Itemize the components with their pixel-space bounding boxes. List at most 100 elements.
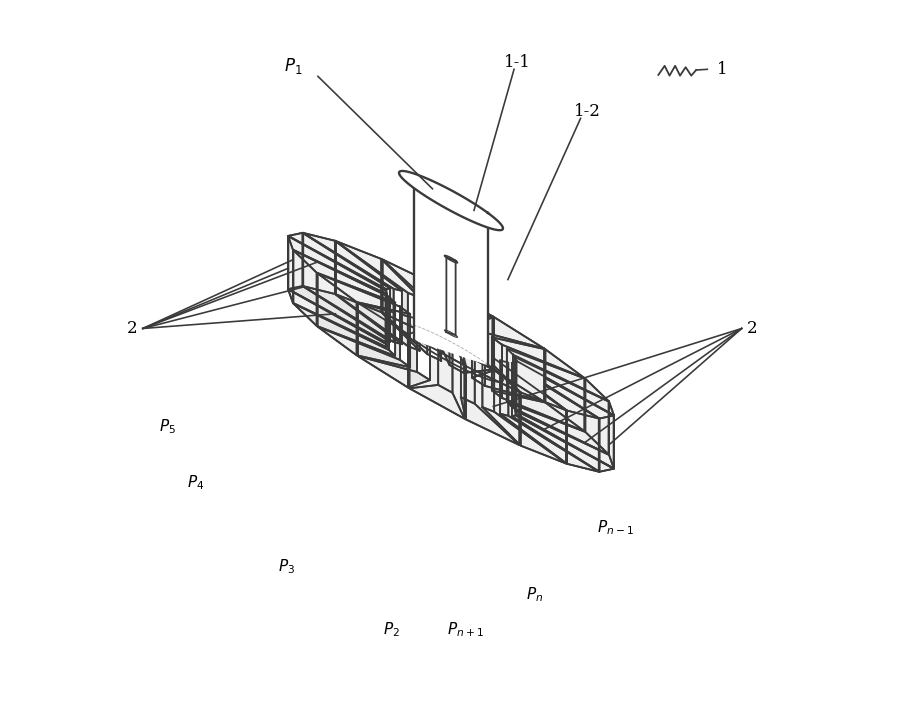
Polygon shape (382, 259, 419, 351)
Polygon shape (437, 286, 492, 369)
Polygon shape (289, 236, 386, 342)
Polygon shape (600, 416, 613, 472)
Polygon shape (293, 250, 387, 347)
Polygon shape (293, 304, 395, 356)
Polygon shape (358, 303, 430, 334)
Polygon shape (382, 260, 428, 354)
Polygon shape (335, 241, 402, 344)
Polygon shape (515, 357, 614, 415)
Polygon shape (382, 260, 436, 338)
Polygon shape (509, 363, 599, 472)
Polygon shape (483, 354, 494, 412)
Polygon shape (507, 349, 609, 401)
Polygon shape (289, 233, 302, 289)
Polygon shape (293, 250, 395, 303)
Polygon shape (492, 337, 502, 398)
Polygon shape (293, 250, 389, 350)
Polygon shape (494, 359, 566, 464)
Text: $P_{n-1}$: $P_{n-1}$ (597, 519, 634, 537)
Text: $P_1$: $P_1$ (284, 56, 302, 76)
Text: $P_3$: $P_3$ (278, 557, 295, 576)
Text: 1: 1 (717, 61, 728, 78)
Polygon shape (417, 318, 430, 380)
Polygon shape (461, 344, 474, 404)
Polygon shape (303, 233, 335, 294)
Polygon shape (410, 335, 465, 419)
Polygon shape (336, 294, 419, 351)
Polygon shape (358, 303, 408, 388)
Polygon shape (515, 357, 609, 455)
Polygon shape (400, 306, 410, 367)
Polygon shape (483, 407, 566, 464)
Polygon shape (512, 415, 613, 472)
Polygon shape (516, 362, 613, 469)
Polygon shape (288, 236, 387, 294)
Polygon shape (356, 302, 410, 367)
Polygon shape (464, 316, 492, 373)
Polygon shape (474, 351, 520, 445)
Polygon shape (410, 385, 465, 419)
Polygon shape (507, 349, 513, 408)
Polygon shape (609, 402, 614, 469)
Polygon shape (483, 354, 520, 445)
Polygon shape (512, 362, 613, 419)
Polygon shape (382, 313, 441, 361)
Polygon shape (461, 397, 520, 445)
Polygon shape (515, 411, 614, 469)
Polygon shape (428, 301, 441, 361)
Text: $P_{n+1}$: $P_{n+1}$ (446, 621, 483, 639)
Text: 1-2: 1-2 (575, 103, 601, 120)
Polygon shape (437, 286, 449, 365)
Polygon shape (483, 354, 566, 410)
Text: $P_4$: $P_4$ (187, 473, 204, 492)
Polygon shape (303, 233, 393, 342)
Polygon shape (546, 349, 584, 431)
Polygon shape (293, 250, 317, 326)
Polygon shape (289, 286, 390, 342)
Polygon shape (358, 303, 417, 372)
Polygon shape (466, 366, 520, 445)
Polygon shape (336, 241, 382, 312)
Polygon shape (288, 236, 293, 303)
Polygon shape (393, 289, 402, 344)
Polygon shape (414, 189, 488, 364)
Polygon shape (472, 317, 544, 349)
Polygon shape (386, 291, 387, 347)
Polygon shape (358, 356, 430, 388)
Polygon shape (382, 260, 441, 308)
Polygon shape (318, 273, 356, 355)
Polygon shape (317, 273, 395, 356)
Polygon shape (389, 297, 395, 356)
Polygon shape (492, 337, 546, 402)
Polygon shape (453, 340, 465, 419)
Text: $P_5$: $P_5$ (159, 417, 176, 436)
Polygon shape (336, 241, 408, 346)
Polygon shape (585, 378, 609, 455)
Polygon shape (437, 339, 492, 373)
Polygon shape (492, 337, 584, 378)
Polygon shape (500, 361, 599, 419)
Polygon shape (472, 371, 544, 402)
Text: $P_2$: $P_2$ (383, 621, 400, 639)
Polygon shape (410, 332, 438, 388)
Polygon shape (336, 241, 419, 297)
Polygon shape (399, 171, 503, 230)
Text: 1-1: 1-1 (504, 54, 531, 71)
Polygon shape (436, 285, 441, 361)
Polygon shape (318, 273, 410, 314)
Polygon shape (318, 327, 410, 367)
Polygon shape (461, 344, 466, 419)
Polygon shape (500, 414, 599, 472)
Polygon shape (408, 327, 430, 388)
Polygon shape (302, 233, 390, 342)
Polygon shape (408, 293, 419, 351)
Polygon shape (449, 312, 464, 373)
Polygon shape (567, 411, 599, 472)
Text: 2: 2 (747, 320, 758, 337)
Polygon shape (500, 361, 509, 416)
Polygon shape (386, 289, 390, 342)
Polygon shape (507, 402, 609, 455)
Polygon shape (288, 289, 387, 347)
Polygon shape (472, 317, 494, 378)
Polygon shape (437, 286, 492, 320)
